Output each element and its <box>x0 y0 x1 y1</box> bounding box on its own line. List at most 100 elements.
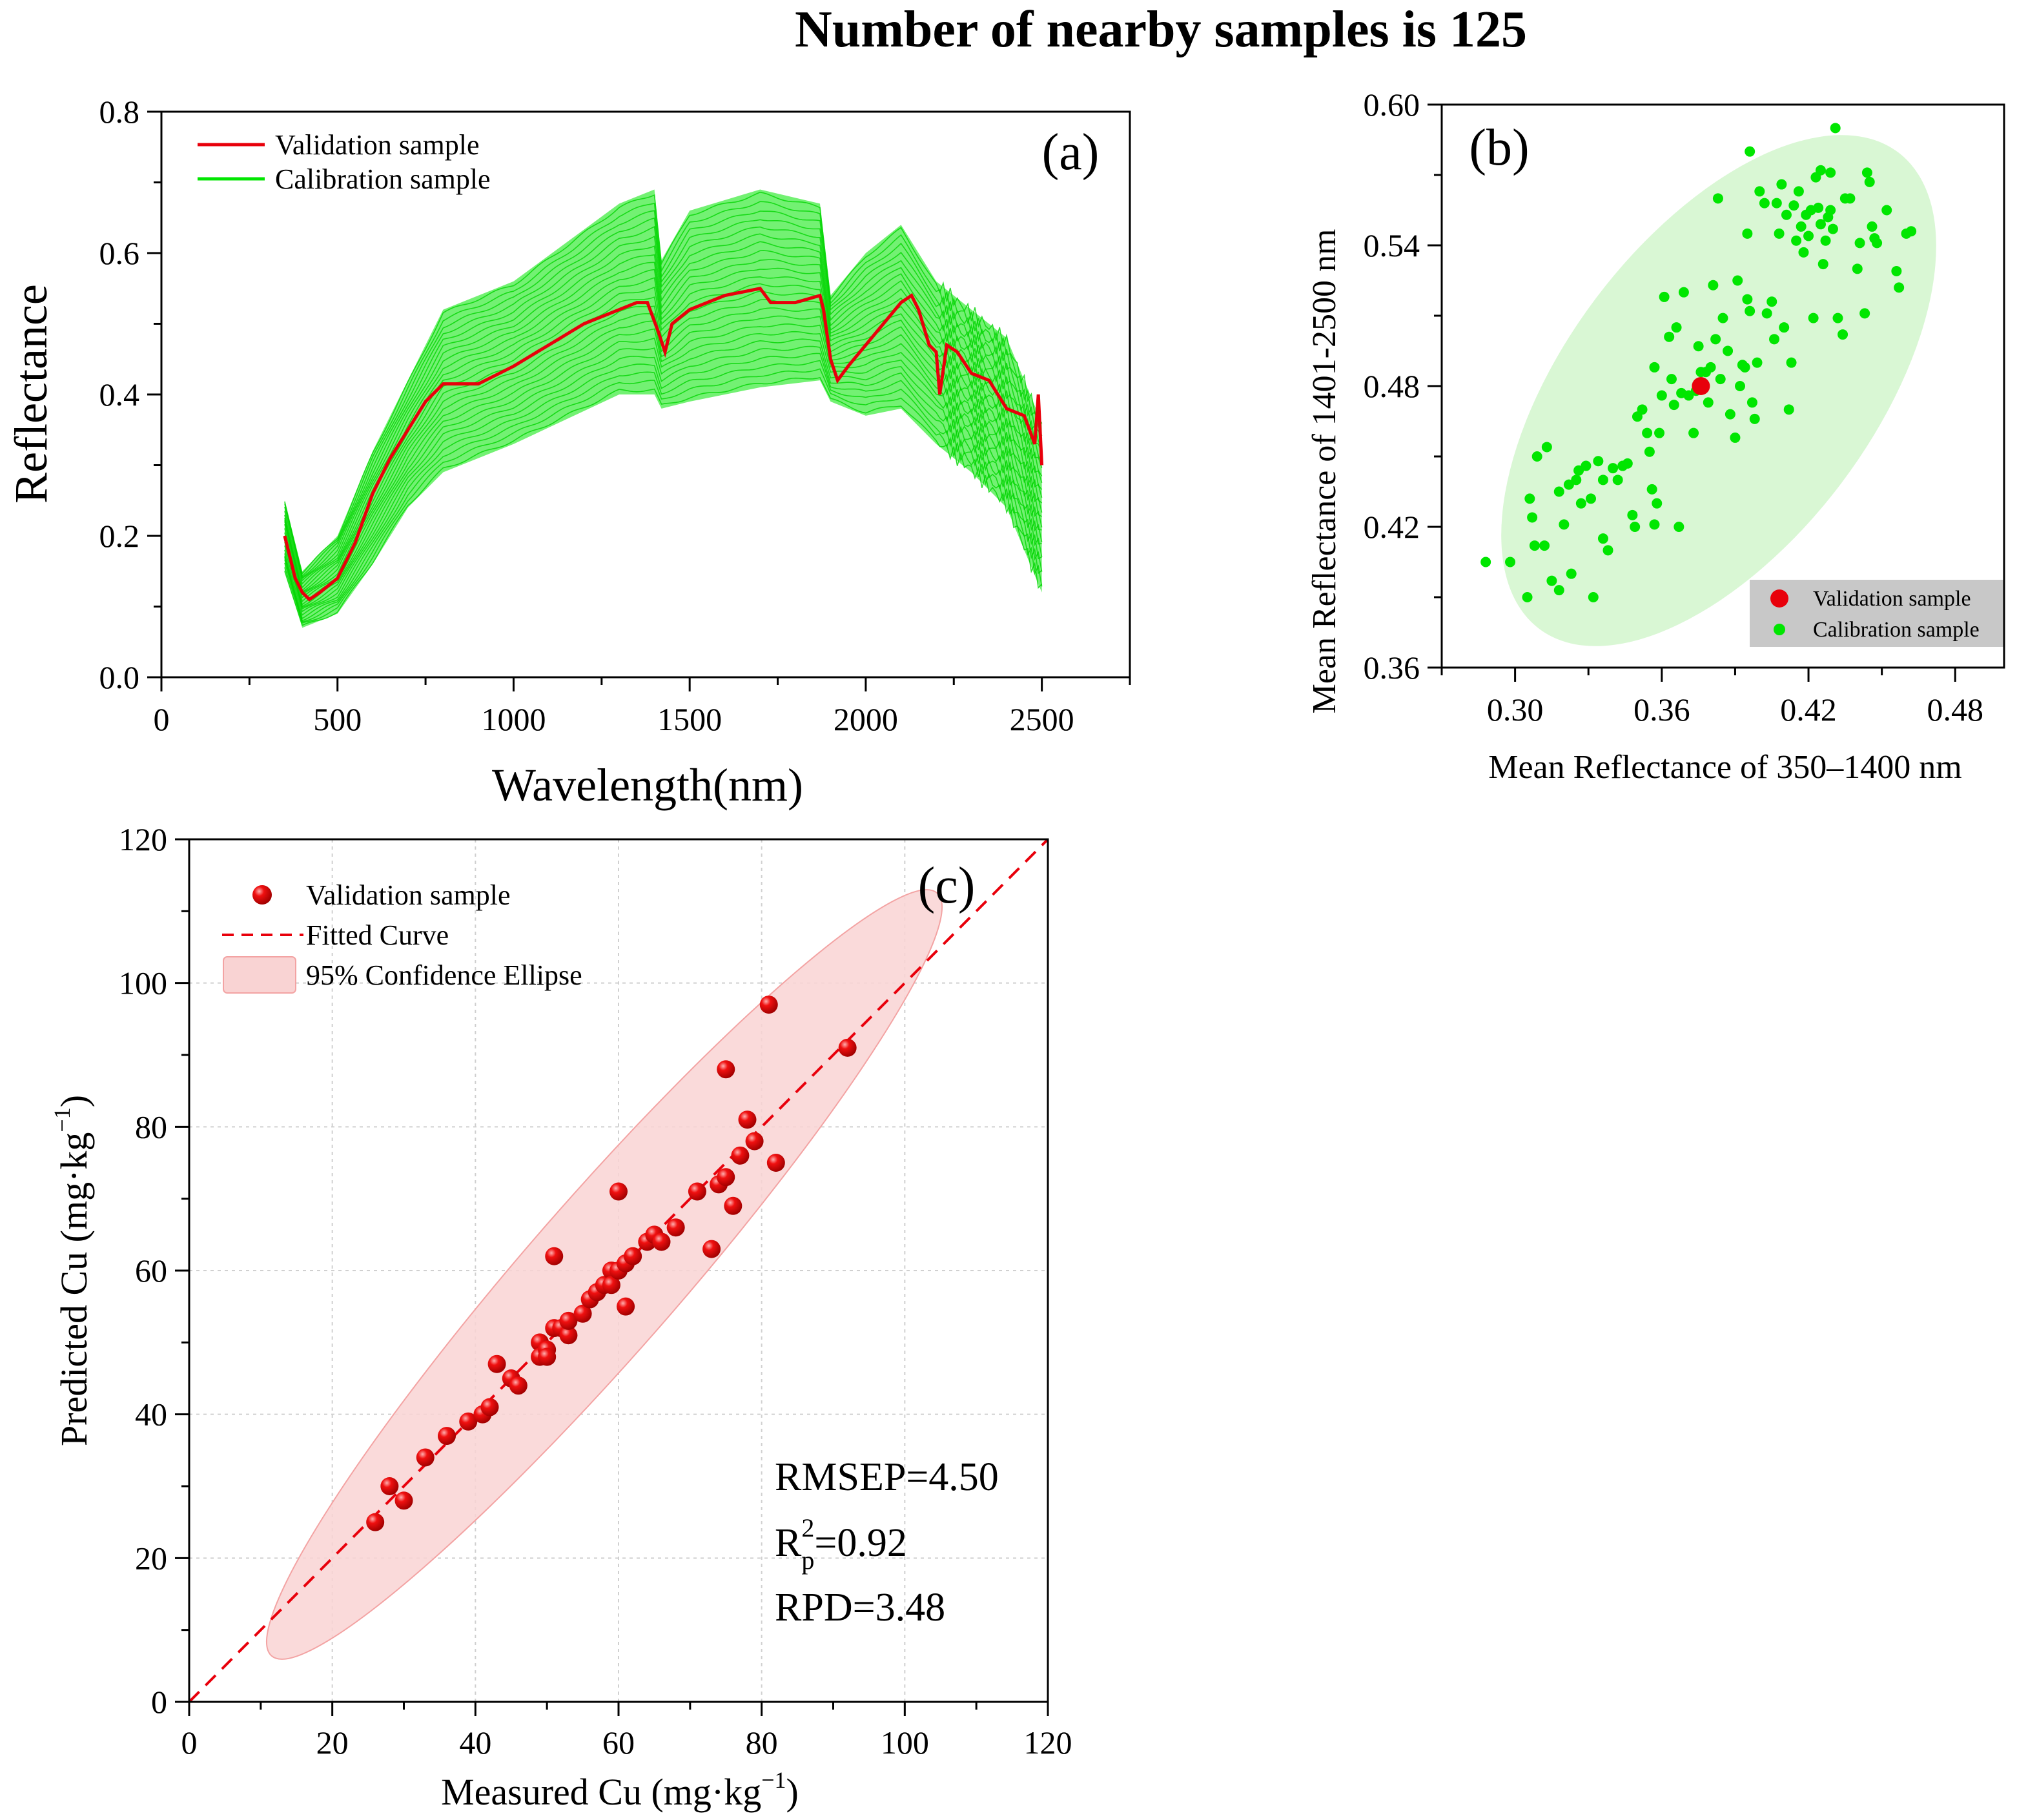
a-legend-validation-label: Validation sample <box>275 129 480 161</box>
b-calibration-point <box>1766 296 1777 307</box>
b-calibration-point <box>1710 334 1721 345</box>
b-legend-box <box>1750 580 2004 647</box>
b-calibration-point <box>1688 427 1699 438</box>
b-calibration-point <box>1746 397 1757 408</box>
b-calibration-point <box>1612 475 1623 486</box>
b-calibration-point <box>1771 198 1782 209</box>
c-validation-point <box>617 1297 635 1316</box>
b-calibration-point <box>1622 458 1633 469</box>
b-legend-validation-swatch <box>1770 589 1788 608</box>
c-x-tick-label: 20 <box>316 1724 349 1761</box>
calibration-spectrum-line <box>284 345 1042 620</box>
b-calibration-point <box>1546 575 1557 586</box>
b-calibration-point <box>1859 308 1870 319</box>
calibration-spectrum-line <box>284 276 1043 596</box>
b-calibration-point <box>1793 186 1804 197</box>
b-calibration-point <box>1708 280 1719 291</box>
b-calibration-point <box>1745 305 1756 316</box>
b-calibration-point <box>1881 205 1892 216</box>
b-calibration-point <box>1659 291 1670 302</box>
c-validation-point <box>609 1182 628 1201</box>
b-calibration-point <box>1761 308 1772 319</box>
a-y-axis-title: Reflectance <box>5 284 57 504</box>
c-validation-point <box>624 1247 642 1265</box>
calibration-spectrum-line <box>284 376 1043 626</box>
b-calibration-point <box>1745 146 1756 157</box>
b-calibration-point <box>1644 446 1655 457</box>
calibration-spectrum-line <box>284 360 1043 623</box>
c-x-axis-title-sup: −1 <box>761 1767 786 1793</box>
a-x-tick-label: 2000 <box>834 701 898 737</box>
a-x-tick-label: 500 <box>313 701 362 737</box>
c-x-tick-label: 80 <box>746 1724 778 1761</box>
b-calibration-point <box>1529 540 1540 551</box>
c-y-tick-label: 80 <box>135 1109 167 1145</box>
b-calibration-point <box>1776 179 1787 190</box>
b-calibration-point <box>1774 228 1785 239</box>
b-calibration-point <box>1522 592 1533 602</box>
c-y-tick-label: 100 <box>119 965 167 1001</box>
c-x-axis-title: Measured Cu (mg·kg−1) <box>441 1767 799 1813</box>
c-x-axis-title-close: ) <box>786 1771 799 1813</box>
b-calibration-point <box>1705 362 1716 373</box>
c-legend-validation-swatch <box>252 885 272 905</box>
b-y-tick-label: 0.60 <box>1364 87 1420 123</box>
a-y-tick-label: 0.6 <box>99 235 140 271</box>
b-x-tick-label: 0.48 <box>1927 691 1984 728</box>
b-x-axis-title: Mean Reflectance of 350–1400 nm <box>1488 749 1962 786</box>
c-stat-r2-value: =0.92 <box>814 1521 906 1565</box>
c-validation-point <box>438 1427 456 1446</box>
a-panel-letter: (a) <box>1042 124 1100 181</box>
c-y-axis-title-sup: −1 <box>49 1107 75 1132</box>
calibration-spectrum-line <box>284 233 1043 585</box>
c-x-axis-title-main: Measured Cu (mg·kg <box>441 1771 761 1813</box>
calibration-spectra-envelope <box>284 189 1042 628</box>
b-calibration-point <box>1674 522 1684 532</box>
b-calibration-point <box>1593 456 1604 467</box>
b-y-tick-label: 0.54 <box>1364 227 1420 263</box>
b-calibration-point <box>1749 413 1760 424</box>
calibration-spectrum-line <box>284 259 1043 593</box>
c-validation-points <box>366 996 857 1531</box>
c-y-axis-title-main: Predicted Cu (mg·kg <box>53 1132 95 1446</box>
c-y-axis-title: Predicted Cu (mg·kg−1) <box>49 1095 95 1446</box>
c-validation-point <box>766 1154 785 1172</box>
b-calibration-point <box>1739 362 1750 373</box>
c-validation-point <box>380 1477 399 1495</box>
b-calibration-point <box>1649 519 1660 530</box>
c-y-tick-label: 60 <box>135 1253 167 1289</box>
c-legend-ellipse-swatch <box>223 956 296 994</box>
c-validation-point <box>745 1132 764 1150</box>
calibration-envelope-area <box>284 189 1042 628</box>
b-calibration-point <box>1563 479 1574 490</box>
a-y-tick-label: 0.0 <box>99 659 140 695</box>
calibration-spectrum-line <box>284 353 1043 622</box>
b-y-tick-label: 0.36 <box>1364 649 1420 686</box>
b-calibration-point <box>1838 329 1848 340</box>
c-stats: RMSEP=4.50 R2 p=0.92 RPD=3.48 <box>775 1455 999 1630</box>
b-calibration-point <box>1654 427 1665 438</box>
b-calibration-point <box>1735 381 1746 391</box>
c-y-tick-label: 40 <box>135 1396 167 1433</box>
a-x-tick-label: 2500 <box>1010 701 1074 737</box>
c-validation-point <box>688 1182 706 1201</box>
b-calibration-point <box>1602 545 1613 556</box>
b-calibration-point <box>1586 493 1597 504</box>
b-calibration-point <box>1815 165 1826 176</box>
b-calibration-point <box>1725 409 1735 420</box>
b-calibration-point <box>1627 509 1638 520</box>
b-calibration-point <box>1553 585 1564 596</box>
c-validation-point <box>509 1376 527 1395</box>
panel-b-ticks <box>1428 103 1956 682</box>
b-calibration-point <box>1656 390 1667 401</box>
b-calibration-point <box>1712 193 1723 204</box>
b-calibration-point <box>1791 235 1802 246</box>
c-validation-point <box>545 1247 564 1265</box>
c-validation-point <box>738 1110 757 1129</box>
c-validation-point <box>702 1240 721 1258</box>
b-calibration-point <box>1759 198 1770 209</box>
b-calibration-point <box>1781 209 1792 220</box>
a-legend-calibration-label: Calibration sample <box>275 163 491 195</box>
c-x-tick-label: 100 <box>881 1724 929 1761</box>
